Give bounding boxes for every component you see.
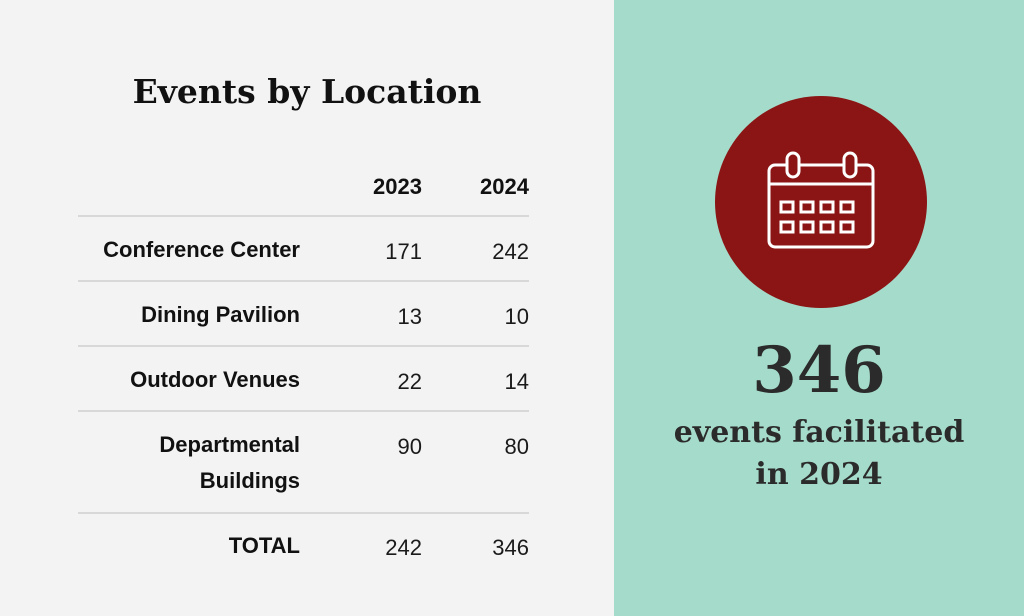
highlight-caption-line2: in 2024 xyxy=(755,457,883,492)
row-value-2023: 22 xyxy=(397,369,422,394)
row-value-2024: 242 xyxy=(492,239,529,264)
row-divider xyxy=(78,215,529,217)
row-divider xyxy=(78,280,529,282)
column-header-2024: 2024 xyxy=(480,174,529,199)
row-divider xyxy=(78,512,529,514)
calendar-icon xyxy=(767,151,875,249)
row-label-outdoor-venues: Outdoor Venues xyxy=(130,367,300,392)
highlight-number: 346 xyxy=(752,333,886,408)
row-value-2023: 90 xyxy=(397,434,422,459)
row-label-departmental-buildings-line1: Departmental xyxy=(159,432,300,457)
row-label-total: TOTAL xyxy=(228,533,300,558)
row-value-2024: 14 xyxy=(504,369,529,394)
total-value-2024: 346 xyxy=(492,535,529,560)
row-value-2024: 80 xyxy=(504,434,529,459)
column-header-2023: 2023 xyxy=(373,174,422,199)
row-label-dining-pavilion: Dining Pavilion xyxy=(141,302,300,327)
total-value-2023: 242 xyxy=(385,535,422,560)
table-title: Events by Location xyxy=(132,72,482,111)
row-value-2023: 13 xyxy=(397,304,422,329)
highlight-caption-line1: events facilitated xyxy=(673,415,965,450)
row-value-2024: 10 xyxy=(504,304,529,329)
row-label-conference-center: Conference Center xyxy=(103,237,300,262)
row-divider xyxy=(78,345,529,347)
highlight-panel xyxy=(614,0,1024,616)
row-value-2023: 171 xyxy=(385,239,422,264)
icon-circle xyxy=(715,96,927,308)
row-divider xyxy=(78,410,529,412)
highlight-caption: events facilitated in 2024 xyxy=(614,412,1024,496)
row-label-departmental-buildings-line2: Buildings xyxy=(199,468,300,493)
